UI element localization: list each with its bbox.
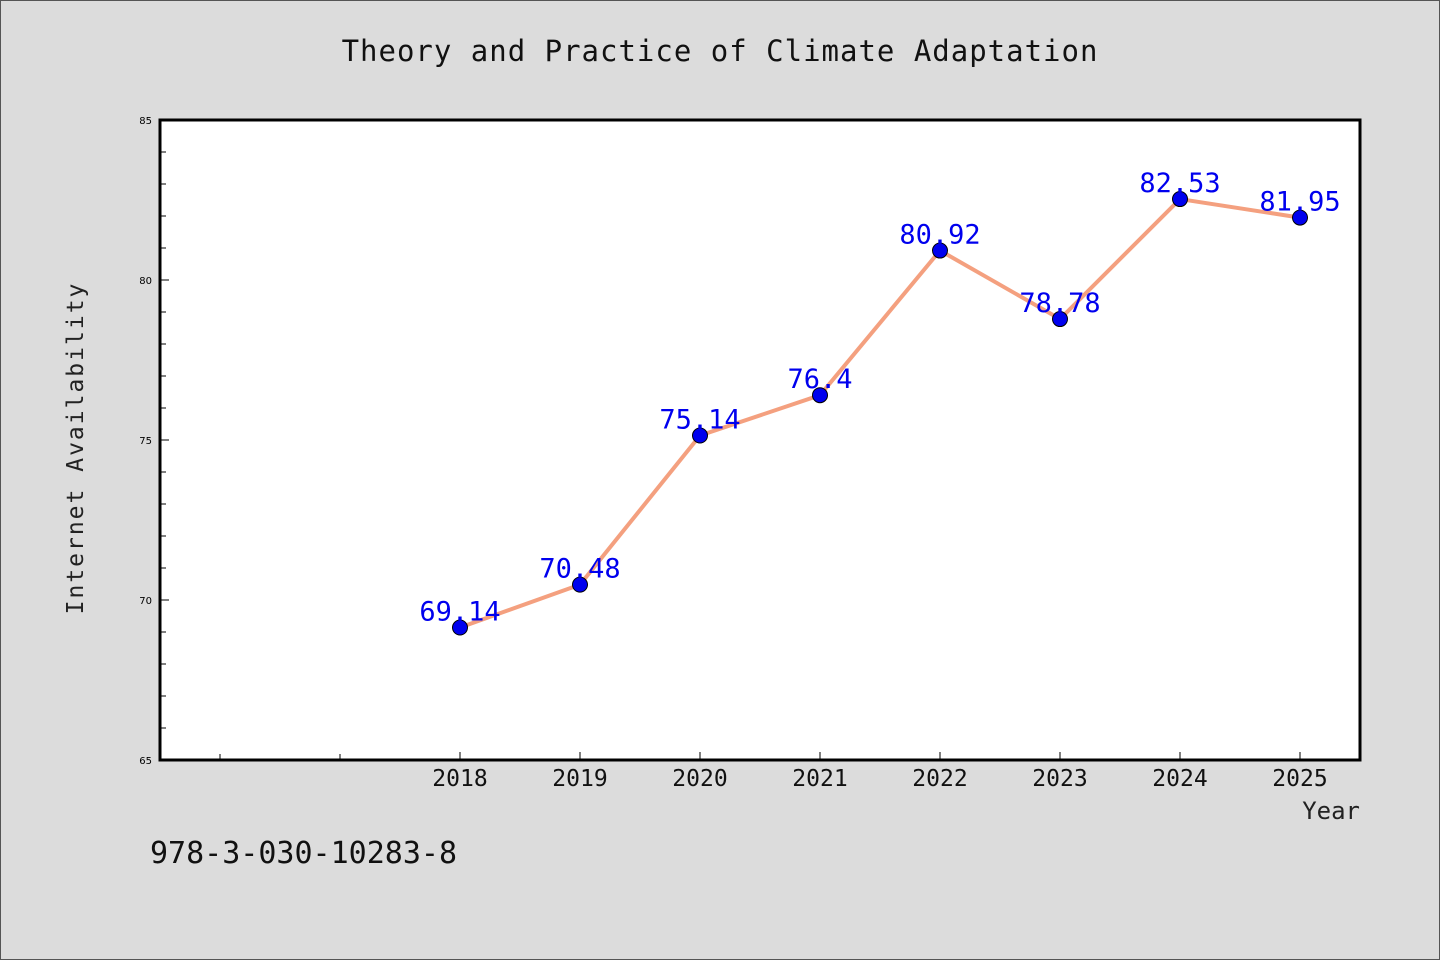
x-axis-title: Year (1302, 797, 1360, 825)
series-line (459, 197, 1301, 630)
data-label: 70.48 (539, 554, 620, 585)
y-tick-label: 65 (139, 756, 152, 767)
data-point (932, 242, 948, 259)
data-point (812, 387, 828, 404)
y-tick-label: 80 (139, 276, 152, 287)
y-tick-label: 85 (139, 116, 152, 127)
data-label: 78.78 (1019, 288, 1100, 319)
x-tick-label: 2022 (912, 766, 967, 792)
data-labels: 69.14 70.48 75.14 76.4 80.92 78.78 82.53 81.95 (419, 168, 1340, 627)
x-tick-label: 2024 (1152, 766, 1207, 792)
x-tick-label: 2023 (1032, 766, 1087, 792)
x-tick-label: 2021 (792, 766, 847, 792)
x-tick-label: 2018 (432, 766, 487, 792)
x-tick-label: 2020 (672, 766, 727, 792)
y-tick-label: 75 (139, 436, 152, 447)
series-group (452, 191, 1308, 636)
data-label: 81.95 (1259, 187, 1340, 218)
data-point (1172, 191, 1188, 208)
data-label: 82.53 (1139, 168, 1220, 199)
data-point (572, 576, 588, 593)
x-axis: 2018 2019 2020 2021 2022 2023 2024 2025 (219, 752, 1328, 792)
plot-area (158, 118, 1362, 762)
x-tick-label: 2019 (552, 766, 607, 792)
data-point (452, 619, 468, 636)
data-label: 80.92 (899, 220, 980, 251)
chart-title: Theory and Practice of Climate Adaptatio… (341, 34, 1099, 68)
data-label: 75.14 (659, 405, 740, 436)
y-axis: 65 70 75 80 85 (139, 116, 169, 767)
data-point (1292, 209, 1308, 226)
data-label: 76.4 (787, 364, 852, 395)
data-point (692, 427, 708, 444)
x-tick-label: 2025 (1272, 766, 1327, 792)
y-tick-label: 70 (139, 596, 152, 607)
isbn-text: 978-3-030-10283-8 (150, 836, 458, 871)
data-point (1052, 311, 1068, 328)
data-label: 69.14 (419, 597, 500, 628)
